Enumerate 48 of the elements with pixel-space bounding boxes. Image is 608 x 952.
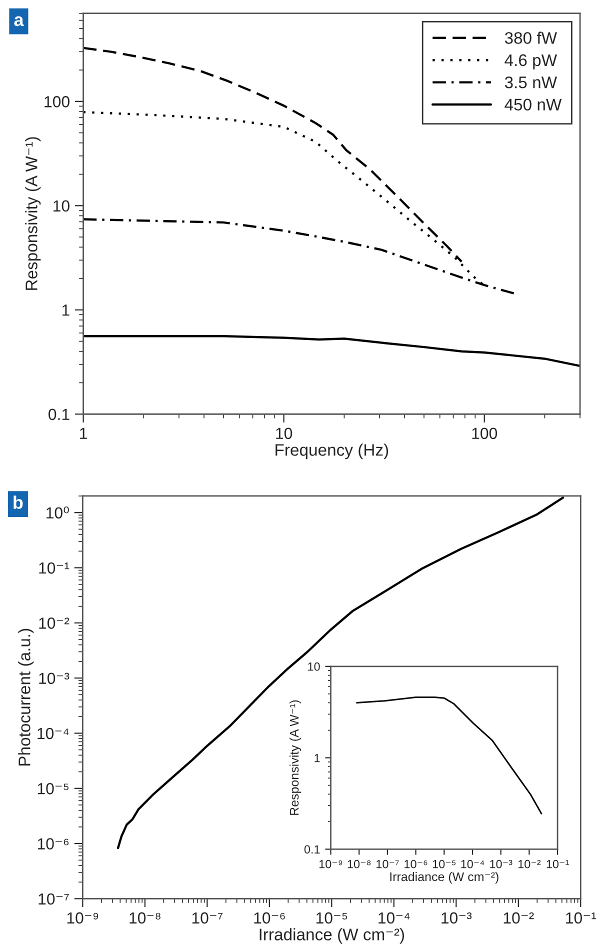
x-tick-label: 10⁻² <box>518 860 541 868</box>
y-axis-title: Responsivity (A W⁻¹) <box>25 137 41 290</box>
y-tick-label: 10⁻² <box>39 618 70 629</box>
y-tick-label: 10⁻³ <box>39 672 70 684</box>
legend-label: 4.6 pW <box>504 54 558 70</box>
x-tick-label: 100 <box>472 428 498 440</box>
x-tick-label: 10⁻⁴ <box>461 860 484 868</box>
x-tick-label: 1 <box>80 428 87 439</box>
x-tick-label: 10 <box>276 428 292 440</box>
y-tick-label: 10 <box>54 200 70 212</box>
legend-label: 380 fW <box>504 32 558 44</box>
legend-label: 450 nW <box>504 98 562 111</box>
x-tick-label: 10⁻⁷ <box>376 860 399 868</box>
legend-label: 3.5 nW <box>504 76 558 88</box>
y-axis-title: Photocurrent (a.u.) <box>18 628 34 766</box>
x-tick-label: 10⁻⁹ <box>319 860 342 868</box>
y-tick-label: 10⁻⁴ <box>38 728 69 740</box>
x-tick-label: 10⁻³ <box>490 860 512 868</box>
x-tick-label: 10⁻¹ <box>546 860 569 868</box>
y-tick-label: 10 <box>308 662 320 671</box>
x-tick-label: 10⁻⁹ <box>67 912 98 924</box>
x-tick-label: 10⁻⁸ <box>348 860 371 868</box>
x-tick-label: 10⁻² <box>504 912 534 924</box>
x-tick-label: 10⁻⁶ <box>404 860 428 868</box>
y-tick-label: 100 <box>44 96 70 108</box>
text: a <box>14 16 24 26</box>
x-tick-label: 10⁻⁷ <box>192 912 223 924</box>
y-tick-label: 10⁰ <box>46 506 69 519</box>
x-axis-title: Irradiance (W cm⁻²) <box>390 872 498 884</box>
y-tick-label: 0.1 <box>48 408 70 420</box>
x-axis-title: Frequency (Hz) <box>276 444 388 460</box>
y-tick-label: 10⁻⁷ <box>38 893 69 905</box>
y-tick-label: 1 <box>314 754 320 762</box>
y-tick-label: 10⁻⁵ <box>38 783 69 794</box>
x-axis-title: Irradiance (W cm⁻²) <box>260 928 404 944</box>
y-tick-label: 1 <box>62 304 70 316</box>
x-tick-label: 10⁻¹ <box>566 912 596 924</box>
x-tick-label: 10⁻³ <box>442 912 472 924</box>
y-tick-label: 0.1 <box>304 845 320 854</box>
x-tick-label: 10⁻⁵ <box>432 860 456 868</box>
y-axis-title: Responsivity (A W⁻¹) <box>289 700 302 815</box>
y-tick-label: 10⁻⁶ <box>38 838 69 850</box>
x-tick-label: 10⁻⁴ <box>378 912 410 924</box>
x-tick-label: 10⁻⁶ <box>254 912 285 924</box>
text: b <box>14 496 23 509</box>
x-tick-label: 10⁻⁸ <box>130 912 160 924</box>
y-tick-label: 10⁻¹ <box>39 562 70 574</box>
x-tick-label: 10⁻⁵ <box>316 912 348 924</box>
